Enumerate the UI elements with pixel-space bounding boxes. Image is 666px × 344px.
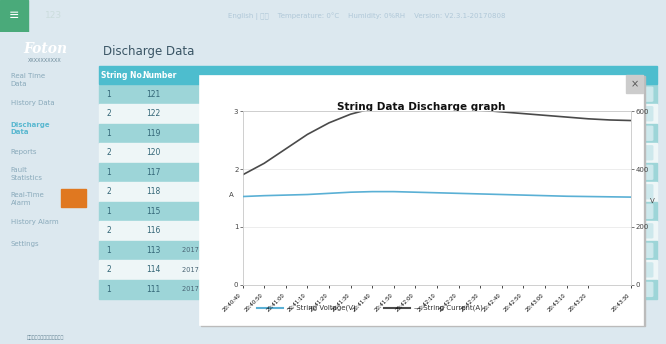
FancyBboxPatch shape (509, 165, 653, 179)
Text: 2: 2 (107, 148, 111, 157)
FancyBboxPatch shape (509, 244, 653, 257)
FancyBboxPatch shape (509, 224, 653, 238)
Text: 122: 122 (146, 109, 161, 118)
Y-axis label: A: A (228, 192, 234, 198)
Bar (0, 0, 28, 32)
Text: 123: 123 (45, 11, 63, 20)
Y-axis label: V: V (649, 198, 654, 204)
Bar (99, 280, 657, 299)
Text: ≡: ≡ (9, 9, 19, 22)
Text: 111: 111 (146, 285, 161, 294)
Text: ↘ Cell Discharge Graph: ↘ Cell Discharge Graph (547, 248, 615, 253)
Bar (625, 75, 643, 94)
Text: ↘ Cell Discharge Graph: ↘ Cell Discharge Graph (547, 189, 615, 194)
Text: History Data: History Data (11, 100, 55, 107)
Text: 2017-06-12 20:23:37: 2017-06-12 20:23:37 (292, 267, 362, 273)
Text: Discharge record list: Discharge record list (103, 66, 196, 75)
Text: XXXXXXXXXX: XXXXXXXXXX (28, 58, 62, 63)
FancyBboxPatch shape (509, 126, 653, 140)
Text: English | 中文    Temperature: 0°C    Humidity: 0%RH    Version: V2.3.1-20170808: English | 中文 Temperature: 0°C Humidity: … (228, 12, 505, 20)
Text: 2: 2 (107, 265, 111, 275)
FancyBboxPatch shape (509, 185, 653, 199)
Text: ↘ Cell Discharge Graph: ↘ Cell Discharge Graph (547, 131, 615, 136)
Bar (99, 222, 657, 240)
Text: String No.: String No. (101, 71, 145, 80)
Text: 2: 2 (107, 226, 111, 235)
Bar (99, 66, 657, 84)
Text: Settings: Settings (11, 241, 39, 247)
Text: Fault
Statistics: Fault Statistics (11, 167, 43, 181)
Text: 2017-06-12 20:13:14: 2017-06-12 20:13:14 (292, 287, 362, 292)
Text: — String Voltage(V): — String Voltage(V) (287, 305, 356, 311)
Text: 1: 1 (107, 90, 111, 99)
Text: Discharge
Data: Discharge Data (11, 122, 51, 135)
Bar (99, 104, 657, 123)
Text: 1: 1 (107, 129, 111, 138)
Text: Real-Time
Alarm: Real-Time Alarm (11, 192, 45, 205)
FancyBboxPatch shape (509, 204, 653, 218)
Text: ↘ String Discharge Curve: ↘ String Discharge Curve (414, 248, 489, 253)
Text: 1: 1 (107, 246, 111, 255)
Text: ↘ Cell Discharge Graph: ↘ Cell Discharge Graph (547, 267, 615, 272)
Text: 1: 1 (107, 207, 111, 216)
Text: 119: 119 (146, 129, 161, 138)
Text: ↘ String Discharge Curve: ↘ String Discharge Curve (414, 267, 489, 272)
Text: ↘ String Discharge Curve: ↘ String Discharge Curve (414, 287, 489, 292)
Text: ↘ Cell Discharge Graph: ↘ Cell Discharge Graph (547, 150, 615, 155)
Text: 121: 121 (146, 90, 161, 99)
Bar (99, 241, 657, 260)
Bar (99, 124, 657, 143)
Bar (199, 75, 643, 325)
Bar (61, 190, 87, 206)
Text: Number: Number (142, 71, 176, 80)
Text: 116: 116 (146, 226, 161, 235)
FancyBboxPatch shape (509, 146, 653, 160)
FancyBboxPatch shape (509, 263, 653, 277)
Text: 32: 32 (69, 196, 79, 202)
Text: 2017-06-12 20:11:14: 2017-06-12 20:11:14 (182, 287, 252, 292)
Text: String Data Discharge graph: String Data Discharge graph (337, 101, 505, 111)
Text: 浙江科技蕊实测试存储电池组: 浙江科技蕊实测试存储电池组 (26, 335, 64, 340)
Text: ↘ Cell Discharge Graph: ↘ Cell Discharge Graph (547, 209, 615, 214)
Text: ↘ Cell Discharge Graph: ↘ Cell Discharge Graph (547, 170, 615, 175)
Bar (99, 163, 657, 182)
Text: 2: 2 (107, 109, 111, 118)
FancyBboxPatch shape (509, 282, 653, 297)
Text: 2: 2 (107, 187, 111, 196)
Text: 2017-06-12 20:23:38: 2017-06-12 20:23:38 (292, 247, 362, 254)
FancyBboxPatch shape (397, 244, 506, 257)
Bar (201, 76, 645, 326)
Text: Discharge Data: Discharge Data (103, 45, 194, 58)
Bar (99, 85, 657, 104)
Bar (99, 143, 657, 162)
FancyBboxPatch shape (397, 263, 506, 277)
Text: 1: 1 (107, 168, 111, 177)
Text: 2017-06-12 20:22:38: 2017-06-12 20:22:38 (182, 267, 252, 273)
Text: — String Current(A): — String Current(A) (414, 305, 483, 311)
Text: ↘ Cell Discharge Graph: ↘ Cell Discharge Graph (547, 287, 615, 292)
Text: ↘ Cell Discharge Graph: ↘ Cell Discharge Graph (547, 111, 615, 116)
Text: 120: 120 (146, 148, 161, 157)
Text: 1: 1 (107, 285, 111, 294)
Text: History Alarm: History Alarm (11, 219, 59, 225)
Text: ×: × (630, 79, 639, 89)
Text: ↘ Cell Discharge Graph: ↘ Cell Discharge Graph (547, 228, 615, 233)
Text: 2017-06-12 20:22:38: 2017-06-12 20:22:38 (182, 247, 252, 254)
Bar (99, 182, 657, 201)
Bar (99, 202, 657, 221)
Text: 115: 115 (146, 207, 161, 216)
Text: Real Time
Data: Real Time Data (11, 73, 45, 87)
FancyBboxPatch shape (509, 87, 653, 101)
Text: 114: 114 (146, 265, 161, 275)
Text: 118: 118 (146, 187, 161, 196)
Text: 117: 117 (146, 168, 161, 177)
Text: Reports: Reports (11, 149, 37, 155)
FancyBboxPatch shape (509, 107, 653, 121)
FancyBboxPatch shape (397, 282, 506, 297)
Text: 113: 113 (146, 246, 161, 255)
Bar (99, 260, 657, 279)
Text: ↘ Cell Discharge Graph: ↘ Cell Discharge Graph (547, 92, 615, 97)
Text: Foton: Foton (23, 42, 67, 56)
